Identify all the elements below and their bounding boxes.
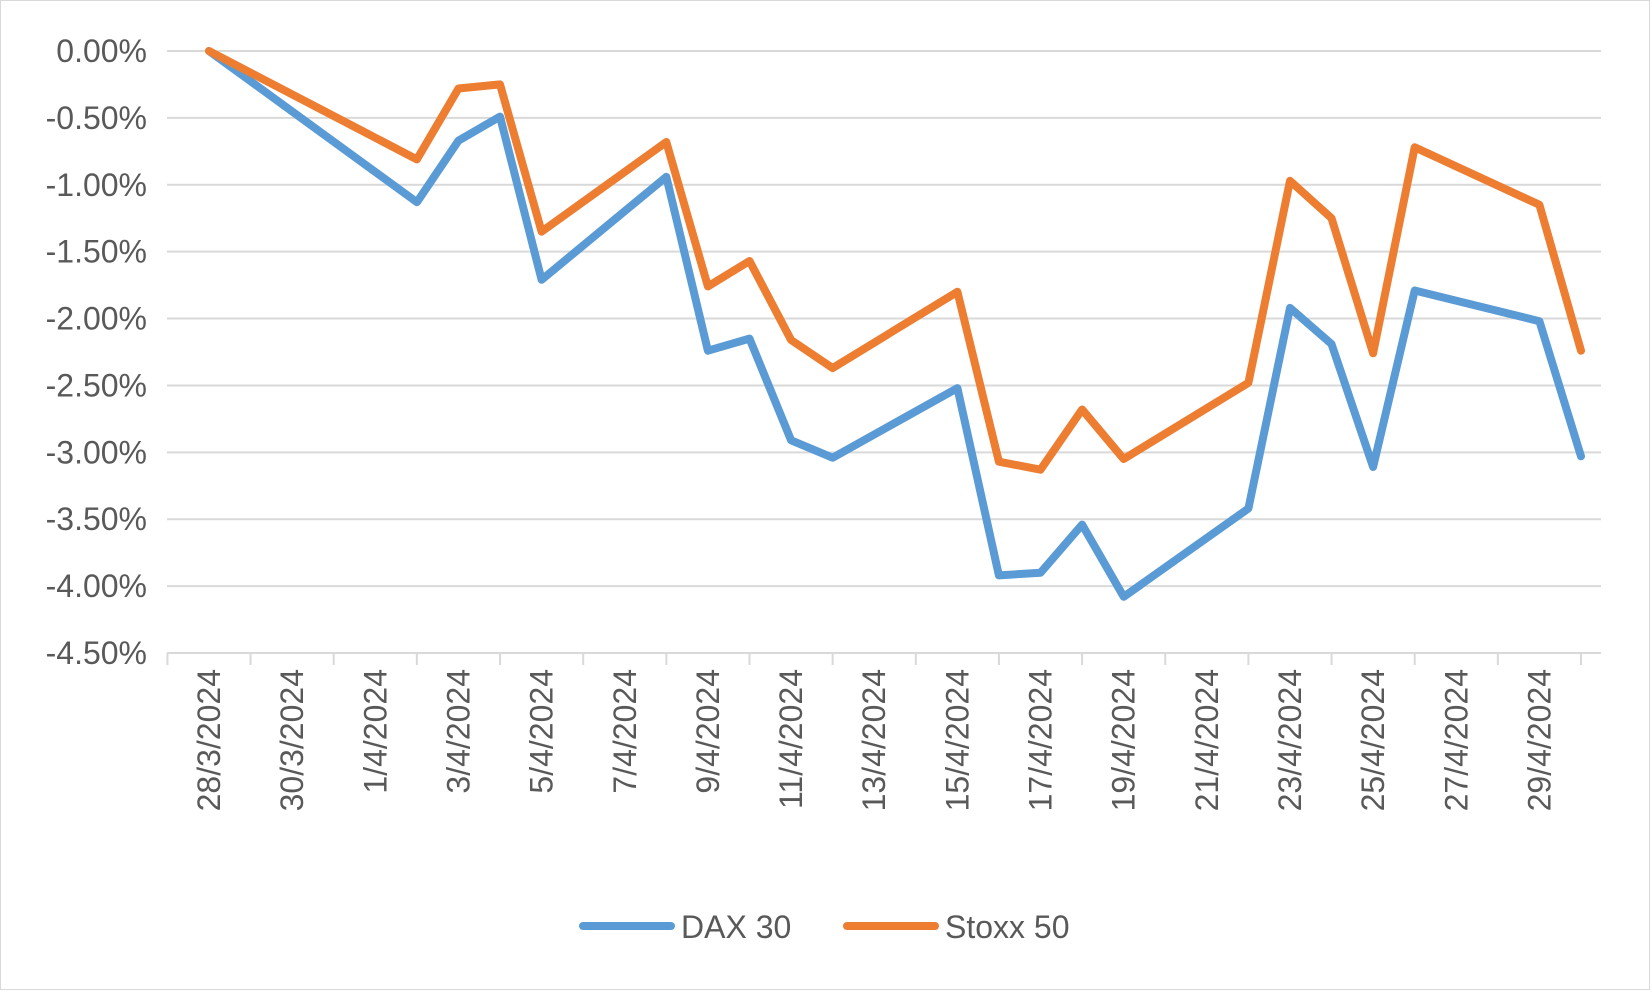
x-tick-label: 7/4/2024 bbox=[607, 669, 643, 794]
x-tick-label: 1/4/2024 bbox=[357, 669, 393, 794]
x-tick-label: 17/4/2024 bbox=[1023, 669, 1059, 811]
y-tick-label: -4.00% bbox=[46, 568, 147, 604]
series-line-dax-30 bbox=[205, 47, 1585, 601]
y-tick-label: 0.00% bbox=[56, 33, 147, 69]
x-tick-label: 25/4/2024 bbox=[1355, 669, 1391, 811]
y-tick-label: -4.50% bbox=[46, 635, 147, 671]
x-tick-label: 9/4/2024 bbox=[690, 669, 726, 794]
series-line-stoxx-50 bbox=[205, 47, 1585, 474]
x-tick-label: 15/4/2024 bbox=[939, 669, 975, 811]
y-tick-label: -3.00% bbox=[46, 434, 147, 470]
x-tick-label: 3/4/2024 bbox=[440, 669, 476, 794]
x-tick-label: 27/4/2024 bbox=[1438, 669, 1474, 811]
y-tick-label: -0.50% bbox=[46, 100, 147, 136]
y-tick-label: -2.50% bbox=[46, 367, 147, 403]
x-tick-label: 30/3/2024 bbox=[274, 669, 310, 811]
x-tick-label: 5/4/2024 bbox=[524, 669, 560, 794]
y-tick-label: -3.50% bbox=[46, 501, 147, 537]
y-tick-label: -1.50% bbox=[46, 234, 147, 270]
y-axis-tick-labels: 0.00% -0.50% -1.00% -1.50% -2.00% -2.50% -3.00… bbox=[46, 33, 147, 671]
x-tick-label: 28/3/2024 bbox=[191, 669, 227, 811]
x-axis-tick-labels: 28/3/2024 30/3/2024 1/4/2024 3/4/2024 5/4/20… bbox=[191, 669, 1557, 811]
x-axis bbox=[166, 653, 1582, 665]
x-tick-label: 21/4/2024 bbox=[1189, 669, 1225, 811]
legend: DAX 30 Stoxx 50 bbox=[579, 909, 1070, 945]
y-tick-label: -1.00% bbox=[46, 167, 147, 203]
x-tick-label: 23/4/2024 bbox=[1272, 669, 1308, 811]
y-tick-label: -2.00% bbox=[46, 301, 147, 337]
legend-label: Stoxx 50 bbox=[945, 909, 1070, 945]
gridlines bbox=[167, 50, 1601, 654]
x-tick-label: 13/4/2024 bbox=[856, 669, 892, 811]
x-tick-label: 11/4/2024 bbox=[773, 669, 809, 809]
legend-label: DAX 30 bbox=[681, 909, 791, 945]
series-lines bbox=[205, 47, 1585, 601]
x-tick-label: 19/4/2024 bbox=[1106, 669, 1142, 811]
x-tick-label: 29/4/2024 bbox=[1521, 669, 1557, 811]
